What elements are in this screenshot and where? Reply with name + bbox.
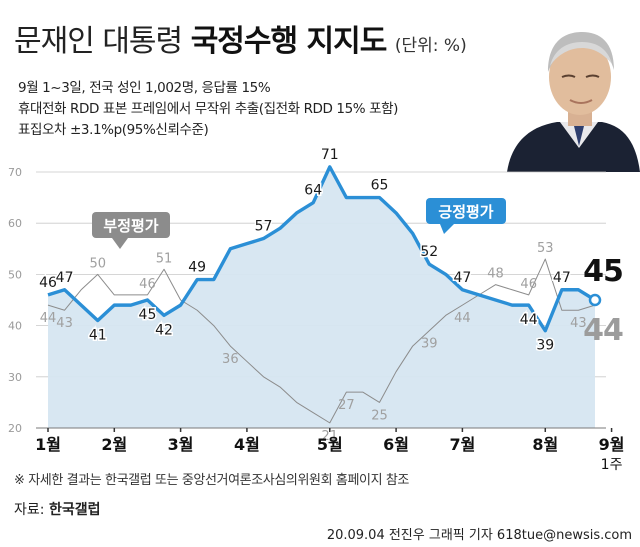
survey-line-3: 표집오차 ±3.1%p(95%신뢰수준) — [18, 122, 209, 138]
y-tick-30: 30 — [8, 371, 22, 384]
negative-label: 46 — [139, 277, 156, 292]
negative-line — [47, 258, 596, 424]
negative-label: 50 — [89, 256, 106, 271]
positive-label: 47 — [453, 270, 471, 286]
x-tick-label: 2월 — [101, 435, 127, 454]
negative-label: 27 — [338, 398, 355, 413]
positive-label: 71 — [321, 147, 339, 163]
survey-line-2: 휴대전화 RDD 표본 프레임에서 무작위 추출(집전화 RDD 15% 포함) — [18, 101, 399, 117]
negative-label: 43 — [570, 316, 587, 331]
positive-label: 39 — [536, 338, 554, 354]
negative-callout-label: 부정평가 — [103, 217, 158, 235]
x-tick-label: 4월 — [234, 435, 260, 454]
x-tick-label: 9월 — [599, 435, 625, 454]
positive-callout-box — [426, 198, 506, 224]
x-sublabel: 1주 — [601, 457, 623, 473]
negative-label: 51 — [156, 251, 173, 266]
latest-positive-value: 45 — [583, 254, 623, 289]
positive-label: 44 — [520, 312, 538, 328]
president-photo — [502, 22, 640, 172]
callouts: 부정평가 긍정평가 — [92, 198, 506, 249]
negative-label: 46 — [520, 277, 537, 292]
x-axis: 1월 2월 3월 4월 5월 6월 7월 8월 9월 1주 — [35, 427, 625, 473]
positive-label: 65 — [371, 178, 389, 194]
unit-label: (단위: %) — [394, 36, 467, 56]
positive-label: 45 — [139, 307, 157, 323]
positive-label: 46 — [39, 275, 57, 291]
footnote: ※ 자세한 결과는 한국갤럽 또는 중앙선거여론조사심의위원회 홈페이지 참조 — [14, 473, 409, 488]
positive-line — [47, 165, 596, 333]
positive-label: 42 — [155, 322, 173, 338]
y-tick-40: 40 — [8, 320, 22, 333]
positive-callout-label: 긍정평가 — [438, 203, 493, 221]
latest-negative-value: 44 — [583, 313, 623, 348]
x-tick-label: 6월 — [383, 435, 409, 454]
y-tick-20: 20 — [8, 422, 22, 435]
y-tick-50: 50 — [8, 268, 22, 281]
positive-label: 47 — [553, 270, 571, 286]
negative-label: 44 — [454, 311, 471, 326]
positive-label: 47 — [56, 270, 74, 286]
chart-lines — [47, 165, 602, 424]
negative-label: 39 — [421, 337, 438, 352]
title-regular: 문재인 대통령 — [14, 24, 183, 59]
negative-label: 44 — [40, 311, 57, 326]
positive-area — [48, 166, 595, 428]
positive-label: 41 — [89, 327, 107, 343]
source-label: 자료: — [14, 502, 45, 518]
x-tick-label: 5월 — [317, 435, 343, 454]
positive-callout-pointer — [440, 224, 454, 234]
x-tick-label: 1월 — [35, 435, 61, 454]
x-tick-label: 3월 — [168, 435, 194, 454]
credit: 20.09.04 전진우 그래픽 기자 618tue@newsis.com — [326, 528, 632, 543]
source: 자료: 한국갤럽 — [14, 499, 100, 519]
x-tick-label: 8월 — [532, 435, 558, 454]
survey-info: 9월 1~3일, 전국 성인 1,002명, 응답률 15% 휴대전화 RDD … — [18, 78, 398, 141]
negative-label: 25 — [371, 408, 388, 423]
negative-label: 21 — [322, 429, 339, 444]
negative-label: 48 — [487, 267, 504, 282]
positive-label: 57 — [255, 219, 273, 235]
survey-line-1: 9월 1~3일, 전국 성인 1,002명, 응답률 15% — [18, 80, 271, 96]
positive-label: 64 — [304, 183, 322, 199]
y-tick-70: 70 — [8, 166, 22, 179]
positive-label: 49 — [188, 260, 206, 276]
title-bold: 국정수행 지지도 — [190, 24, 388, 59]
source-name: 한국갤럽 — [48, 502, 101, 518]
positive-area-fill — [48, 166, 595, 428]
x-tick-label: 7월 — [449, 435, 475, 454]
negative-label: 36 — [222, 352, 239, 367]
chart-title: 문재인 대통령 국정수행 지지도 (단위: %) — [14, 16, 467, 60]
negative-callout-pointer — [112, 238, 128, 249]
positive-end-marker — [588, 293, 602, 307]
negative-callout-box — [92, 212, 170, 238]
negative-label: 43 — [56, 316, 73, 331]
y-tick-60: 60 — [8, 217, 22, 230]
negative-label: 53 — [537, 241, 554, 256]
positive-label: 52 — [420, 244, 438, 260]
